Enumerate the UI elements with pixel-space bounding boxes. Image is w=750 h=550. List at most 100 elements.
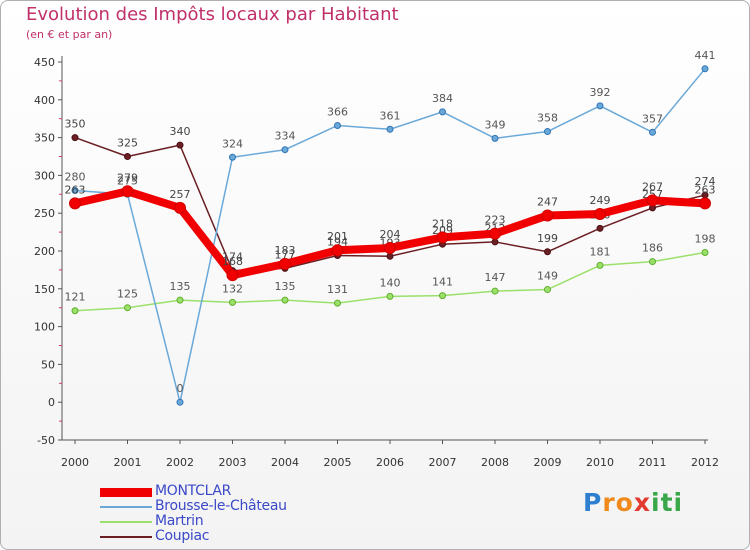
data-point-montclar	[594, 207, 606, 220]
x-tick-label: 2010	[586, 456, 614, 469]
data-point-brousse-le-ch-teau	[71, 187, 79, 195]
logo-letter: i	[673, 488, 684, 517]
data-label-montclar: 204	[380, 228, 401, 241]
data-point-brousse-le-ch-teau	[229, 153, 236, 161]
y-tick-label: 300	[34, 169, 55, 182]
data-label-montclar: 168	[222, 255, 243, 268]
data-point-brousse-le-ch-teau	[596, 102, 604, 110]
data-label-montclar: 267	[642, 180, 663, 193]
data-point-martrin	[334, 299, 341, 307]
data-label-martrin: 181	[590, 245, 611, 258]
legend-label-martrin: Martrin	[155, 513, 204, 529]
data-label-brousse-le-ch-teau: 441	[695, 49, 716, 62]
data-point-martrin	[491, 287, 499, 295]
data-point-montclar	[279, 257, 291, 270]
data-label-martrin: 121	[65, 291, 86, 304]
data-point-brousse-le-ch-teau	[649, 128, 656, 136]
data-point-coupiac	[71, 134, 79, 142]
data-label-martrin: 141	[432, 276, 453, 289]
data-label-montclar: 257	[170, 188, 191, 201]
data-point-montclar	[489, 227, 501, 240]
x-tick-label: 2011	[639, 456, 667, 469]
x-tick-label: 2012	[691, 456, 719, 469]
x-tick-label: 2000	[61, 456, 89, 469]
data-point-coupiac	[544, 248, 551, 256]
data-label-brousse-le-ch-teau: 358	[537, 112, 558, 125]
legend-label-brousse-le-ch-teau: Brousse-le-Château	[155, 498, 287, 514]
y-tick-label: 50	[41, 358, 55, 371]
data-point-coupiac	[386, 252, 394, 260]
logo-letter: P	[583, 488, 603, 517]
x-tick-label: 2007	[429, 456, 457, 469]
data-point-montclar	[436, 231, 449, 244]
chart-title: Evolution des Impôts locaux par Habitant	[26, 4, 399, 25]
data-label-montclar: 183	[275, 244, 296, 257]
data-label-brousse-le-ch-teau: 392	[590, 86, 611, 99]
data-label-brousse-le-ch-teau: 357	[642, 112, 663, 125]
data-label-martrin: 125	[117, 288, 138, 301]
chart-subtitle: (en € et par an)	[26, 28, 113, 41]
data-label-martrin: 135	[170, 280, 191, 293]
x-tick-label: 2004	[271, 456, 299, 469]
data-point-montclar	[121, 185, 134, 198]
data-label-coupiac: 340	[170, 125, 191, 138]
data-point-coupiac	[491, 238, 499, 246]
data-point-montclar	[226, 269, 239, 282]
data-label-martrin: 147	[485, 271, 506, 284]
data-point-coupiac	[596, 224, 604, 232]
y-tick-label: 450	[34, 56, 55, 69]
data-label-brousse-le-ch-teau: 280	[65, 171, 86, 184]
data-label-coupiac: 350	[65, 118, 86, 131]
data-point-brousse-le-ch-teau	[439, 108, 446, 116]
data-point-martrin	[71, 307, 79, 315]
data-label-coupiac: 177	[275, 248, 296, 261]
data-label-montclar: 279	[117, 171, 138, 184]
data-point-brousse-le-ch-teau	[386, 125, 394, 133]
legend-swatch-coupiac	[100, 529, 152, 544]
x-tick-label: 2006	[376, 456, 404, 469]
data-label-montclar: 201	[327, 230, 348, 243]
data-label-brousse-le-ch-teau: 334	[275, 130, 296, 143]
data-label-brousse-le-ch-teau: 275	[117, 174, 138, 187]
y-tick-label: -50	[37, 434, 55, 447]
x-tick-label: 2002	[166, 456, 194, 469]
data-label-martrin: 186	[642, 242, 663, 255]
data-label-brousse-le-ch-teau: 361	[380, 109, 401, 122]
logo-letter: r	[602, 488, 616, 517]
data-label-coupiac: 274	[695, 175, 716, 188]
legend-swatch-montclar	[100, 484, 152, 499]
data-label-brousse-le-ch-teau: 384	[432, 92, 453, 105]
data-label-coupiac: 194	[327, 236, 348, 249]
data-label-martrin: 198	[695, 233, 716, 246]
data-point-martrin	[229, 298, 236, 306]
data-label-montclar: 263	[65, 183, 86, 196]
data-point-montclar	[541, 209, 554, 222]
data-point-brousse-le-ch-teau	[491, 134, 499, 142]
data-point-montclar	[699, 197, 711, 210]
legend-label-coupiac: Coupiac	[155, 528, 210, 544]
data-point-montclar	[646, 194, 659, 207]
data-point-brousse-le-ch-teau	[544, 128, 551, 136]
x-tick-label: 2001	[114, 456, 142, 469]
y-tick-label: 400	[34, 94, 55, 107]
y-tick-label: 100	[34, 321, 55, 334]
legend-label-montclar: MONTCLAR	[155, 483, 232, 499]
data-point-martrin	[701, 249, 709, 257]
legend-swatch-brousse-le-ch-teau	[100, 499, 152, 514]
data-label-martrin: 140	[380, 276, 401, 289]
data-point-brousse-le-ch-teau	[334, 122, 341, 130]
data-point-brousse-le-ch-teau	[701, 65, 709, 73]
y-tick-label: 0	[48, 396, 55, 409]
logo-letter: o	[615, 488, 634, 517]
data-point-montclar	[331, 244, 344, 257]
data-point-martrin	[439, 292, 446, 300]
data-label-montclar: 247	[537, 195, 558, 208]
data-label-montclar: 249	[590, 194, 611, 207]
logo-letter: i	[651, 488, 661, 517]
y-tick-label: 150	[34, 283, 55, 296]
logo-letter: x	[633, 488, 651, 517]
y-tick-label: 350	[34, 132, 55, 145]
data-label-martrin: 135	[275, 280, 296, 293]
